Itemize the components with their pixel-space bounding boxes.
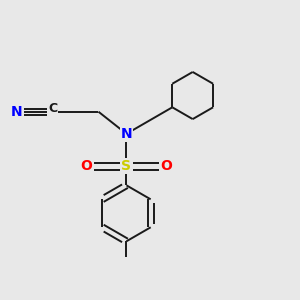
Text: N: N — [11, 105, 22, 119]
Text: C: C — [48, 102, 57, 115]
Text: O: O — [81, 159, 93, 173]
Text: S: S — [122, 159, 131, 173]
Text: O: O — [160, 159, 172, 173]
Text: N: N — [121, 127, 132, 141]
